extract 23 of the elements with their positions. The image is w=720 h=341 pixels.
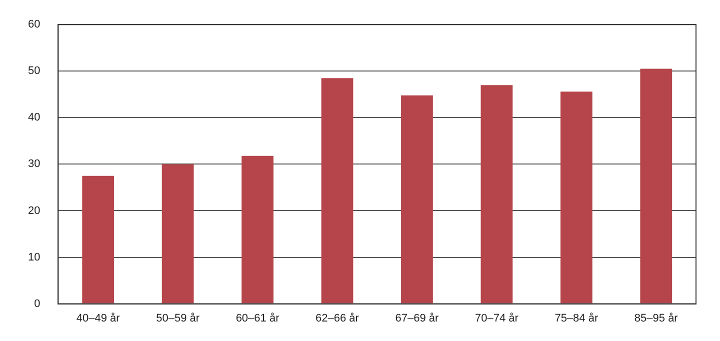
x-tick-label: 75–84 år xyxy=(554,312,598,324)
bar xyxy=(560,92,592,304)
x-tick-label: 50–59 år xyxy=(156,312,200,324)
y-tick-label: 10 xyxy=(28,251,40,264)
y-tick-label: 0 xyxy=(34,298,40,310)
y-tick-label: 40 xyxy=(28,112,40,124)
y-tick-label: 20 xyxy=(28,204,40,217)
bar xyxy=(401,95,433,304)
bar xyxy=(321,78,354,304)
bar xyxy=(162,164,194,304)
x-tick-label: 60–61 år xyxy=(236,312,280,324)
x-tick-label: 70–74 år xyxy=(474,312,519,324)
y-tick-label: 50 xyxy=(28,65,40,78)
bar xyxy=(640,68,672,304)
x-tick-label: 85–95 år xyxy=(634,312,678,324)
x-tick-label: 62–66 år xyxy=(316,312,360,324)
y-tick-label: 60 xyxy=(28,18,40,31)
y-tick-label: 30 xyxy=(28,158,40,170)
bar xyxy=(242,156,274,304)
bar xyxy=(480,85,513,304)
x-tick-label: 40–49 år xyxy=(76,312,120,324)
x-tick-label: 67–69 år xyxy=(395,312,440,324)
bar xyxy=(82,176,114,304)
